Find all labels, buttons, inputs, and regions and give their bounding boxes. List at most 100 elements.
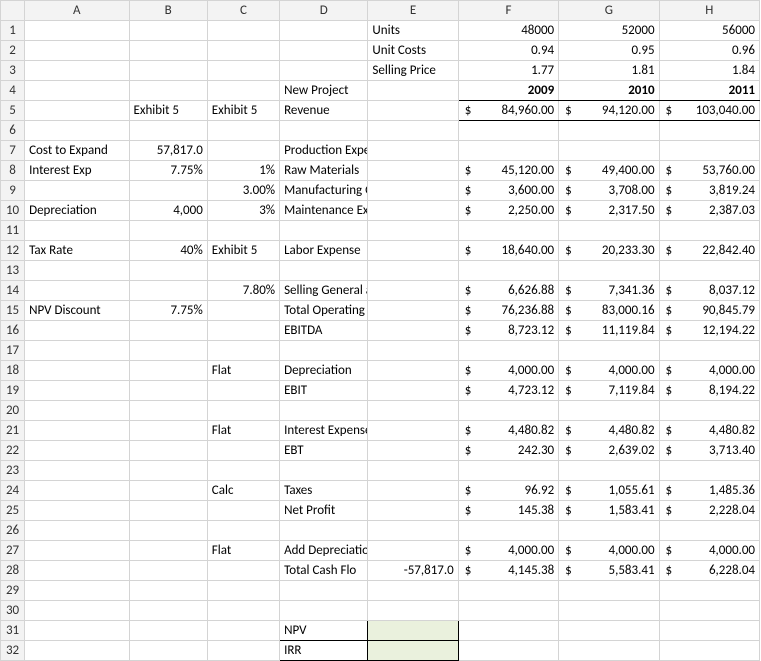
cell-F5[interactable]: $84,960.00 [458,101,558,121]
cell-C6[interactable] [207,121,279,141]
cell-B18[interactable] [129,361,207,381]
cell-B23[interactable] [129,461,207,481]
row-header[interactable]: 30 [1,601,25,621]
row-header[interactable]: 32 [1,641,25,661]
cell-B32[interactable] [129,641,207,661]
cell-G23[interactable] [559,461,659,481]
cell-D23[interactable] [280,461,368,481]
cell-C11[interactable] [207,221,279,241]
cell-B10[interactable]: 4,000 [129,201,207,221]
cell-G3[interactable]: 1.81 [559,61,659,81]
row-header[interactable]: 23 [1,461,25,481]
cell-A10[interactable]: Depreciation [25,201,129,221]
cell-D22[interactable]: EBT [280,441,368,461]
cell-E17[interactable] [368,341,458,361]
row-header[interactable]: 29 [1,581,25,601]
cell-B20[interactable] [129,401,207,421]
cell-B9[interactable] [129,181,207,201]
cell-H9[interactable]: $3,819.24 [659,181,759,201]
cell-F21[interactable]: $4,480.82 [458,421,558,441]
cell-E7[interactable] [368,141,458,161]
cell-G14[interactable]: $7,341.36 [559,281,659,301]
cell-A5[interactable] [25,101,129,121]
cell-A23[interactable] [25,461,129,481]
cell-H3[interactable]: 1.84 [659,61,759,81]
row-header[interactable]: 1 [1,21,25,41]
cell-E24[interactable] [368,481,458,501]
cell-F13[interactable] [458,261,558,281]
row-header[interactable]: 13 [1,261,25,281]
cell-B11[interactable] [129,221,207,241]
cell-F7[interactable] [458,141,558,161]
col-header[interactable]: B [129,1,207,21]
cell-F8[interactable]: $45,120.00 [458,161,558,181]
row-header[interactable]: 5 [1,101,25,121]
row-header[interactable]: 6 [1,121,25,141]
cell-F18[interactable]: $4,000.00 [458,361,558,381]
cell-G8[interactable]: $49,400.00 [559,161,659,181]
cell-A26[interactable] [25,521,129,541]
row-header[interactable]: 12 [1,241,25,261]
cell-E1[interactable]: Units [368,21,458,41]
row-header[interactable]: 28 [1,561,25,581]
cell-G7[interactable] [559,141,659,161]
cell-D15[interactable]: Total Operating Expense [280,301,368,321]
cell-C14[interactable]: 7.80% [207,281,279,301]
cell-H14[interactable]: $8,037.12 [659,281,759,301]
cell-E2[interactable]: Unit Costs [368,41,458,61]
cell-A3[interactable] [25,61,129,81]
row-header[interactable]: 2 [1,41,25,61]
cell-H6[interactable] [659,121,759,141]
cell-E32[interactable] [368,641,458,661]
row-header[interactable]: 15 [1,301,25,321]
cell-F15[interactable]: $76,236.88 [458,301,558,321]
cell-E18[interactable] [368,361,458,381]
spreadsheet-grid[interactable]: A B C D E F G H 1Units4800052000560002Un… [0,0,760,661]
cell-H1[interactable]: 56000 [659,21,759,41]
cell-B29[interactable] [129,581,207,601]
cell-B6[interactable] [129,121,207,141]
cell-G16[interactable]: $11,119.84 [559,321,659,341]
cell-H26[interactable] [659,521,759,541]
cell-F1[interactable]: 48000 [458,21,558,41]
cell-A28[interactable] [25,561,129,581]
cell-G21[interactable]: $4,480.82 [559,421,659,441]
cell-H20[interactable] [659,401,759,421]
row-header[interactable]: 22 [1,441,25,461]
cell-E25[interactable] [368,501,458,521]
cell-A27[interactable] [25,541,129,561]
cell-A25[interactable] [25,501,129,521]
cell-D32[interactable]: IRR [280,641,368,661]
row-header[interactable]: 18 [1,361,25,381]
cell-E8[interactable] [368,161,458,181]
cell-C27[interactable]: Flat [207,541,279,561]
cell-D4[interactable]: New Project [280,81,368,101]
cell-D25[interactable]: Net Profit [280,501,368,521]
cell-E10[interactable] [368,201,458,221]
row-header[interactable]: 10 [1,201,25,221]
cell-D14[interactable]: Selling General and Admin [280,281,368,301]
cell-F28[interactable]: $4,145.38 [458,561,558,581]
cell-E27[interactable] [368,541,458,561]
cell-C10[interactable]: 3% [207,201,279,221]
cell-C1[interactable] [207,21,279,41]
cell-A6[interactable] [25,121,129,141]
cell-C22[interactable] [207,441,279,461]
row-header[interactable]: 27 [1,541,25,561]
cell-A29[interactable] [25,581,129,601]
cell-B21[interactable] [129,421,207,441]
cell-D28[interactable]: Total Cash Flo [280,561,368,581]
cell-B22[interactable] [129,441,207,461]
cell-G28[interactable]: $5,583.41 [559,561,659,581]
cell-H17[interactable] [659,341,759,361]
cell-H5[interactable]: $103,040.00 [659,101,759,121]
col-header[interactable]: E [368,1,458,21]
cell-B8[interactable]: 7.75% [129,161,207,181]
cell-G29[interactable] [559,581,659,601]
cell-E11[interactable] [368,221,458,241]
cell-A2[interactable] [25,41,129,61]
cell-A18[interactable] [25,361,129,381]
cell-D26[interactable] [280,521,368,541]
cell-C24[interactable]: Calc [207,481,279,501]
cell-D12[interactable]: Labor Expense [280,241,368,261]
